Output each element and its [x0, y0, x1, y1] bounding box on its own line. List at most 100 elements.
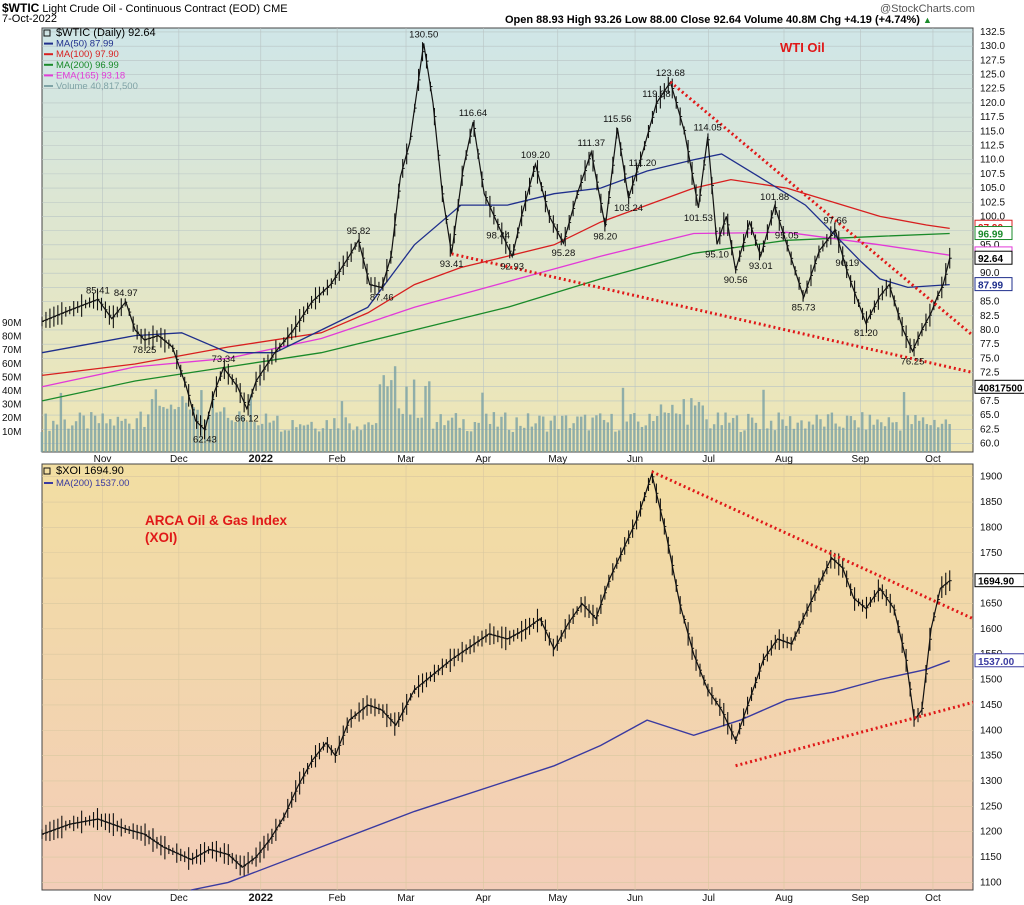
volume-bar: [188, 409, 192, 452]
top-y-tick-label: 77.5: [980, 339, 1000, 350]
volume-bar: [640, 426, 644, 452]
volume-bar: [431, 428, 435, 452]
bottom-x-tick-label: Jul: [702, 893, 715, 904]
wtic-price-label: 116.64: [459, 108, 487, 119]
wtic-price-line: [41, 43, 951, 431]
volume-bar: [940, 423, 944, 452]
volume-bar: [804, 428, 807, 452]
volume-bar: [90, 412, 93, 452]
volume-bar: [709, 428, 712, 452]
volume-bar: [128, 423, 131, 452]
top-y-tick-label: 75.0: [980, 353, 1000, 364]
volume-bar: [576, 416, 579, 452]
volume-bar: [74, 421, 78, 452]
volume-bar: [655, 416, 659, 452]
volume-bar: [861, 412, 864, 452]
volume-bar: [291, 420, 294, 452]
ohlc-values: Open 88.93 High 93.26 Low 88.00 Close 92…: [505, 14, 920, 26]
bottom-x-tick-label: Jun: [627, 893, 643, 904]
volume-bar: [678, 414, 682, 452]
volume-bar: [743, 430, 746, 452]
volume-bar: [652, 421, 655, 452]
volume-bar: [287, 430, 290, 452]
xoi-price-line: [41, 471, 951, 868]
volume-bar: [807, 421, 811, 452]
volume-bar: [716, 412, 720, 452]
volume-bar: [731, 417, 735, 452]
wtic-price-label: 119.98: [642, 89, 670, 100]
volume-bar: [116, 416, 120, 452]
bottom-value-tag-box: [974, 573, 1024, 588]
volume-bar: [469, 431, 473, 452]
volume-axis-label: 60M: [2, 359, 21, 370]
volume-bar: [747, 413, 750, 452]
bottom-x-tick-label: Oct: [925, 893, 941, 904]
exchange: CME: [263, 3, 288, 15]
volume-bar: [268, 422, 271, 452]
wtic-price-label: 81.20: [854, 328, 878, 339]
bottom-legend-item: $XOI 1694.90: [56, 465, 124, 477]
top-y-tick-label: 95.0: [980, 240, 1000, 251]
volume-bar: [143, 426, 146, 452]
volume-bar: [211, 395, 215, 452]
volume-bar: [93, 415, 97, 452]
volume-bar: [371, 424, 374, 452]
volume-bar: [473, 422, 477, 452]
volume-bar: [355, 426, 359, 452]
volume-bar: [397, 408, 401, 452]
top-y-tick-label: 125.0: [980, 70, 1005, 81]
instrument-name: Light Crude Oil - Continuous Contract (E…: [42, 3, 261, 15]
volume-bar: [902, 392, 906, 452]
volume-bar: [864, 429, 868, 452]
xoi-annotation: (XOI): [145, 530, 177, 545]
volume-bar: [872, 424, 875, 452]
top-y-tick-label: 120.0: [980, 98, 1005, 109]
volume-bar: [561, 415, 564, 452]
volume-bar: [359, 430, 363, 452]
xoi-trendline: [735, 700, 974, 768]
volume-bar: [412, 379, 416, 452]
bottom-x-tick-label: Nov: [94, 893, 112, 904]
volume-bar: [340, 401, 344, 452]
volume-bar: [44, 413, 47, 452]
watermark: @StockCharts.com: [880, 3, 975, 15]
wtic-price-label: 109.20: [521, 150, 550, 161]
volume-bar: [663, 412, 666, 452]
volume-bar: [785, 425, 788, 452]
volume-bar: [219, 411, 222, 452]
volume-bar: [450, 417, 454, 452]
volume-bar: [773, 430, 777, 452]
volume-bar: [109, 419, 112, 452]
top-x-tick-label: 2022: [249, 453, 273, 465]
wtic-price-label: 130.50: [409, 29, 438, 40]
volume-bar: [701, 405, 704, 452]
volume-bar: [86, 428, 89, 452]
volume-bar: [166, 408, 169, 452]
volume-bar: [55, 424, 59, 452]
volume-bar: [378, 384, 382, 452]
bottom-y-tick-label: 1200: [980, 827, 1003, 838]
volume-bar: [112, 425, 116, 452]
legend-swatch: [43, 29, 51, 37]
volume-bar: [519, 425, 522, 452]
volume-bar: [944, 419, 948, 452]
volume-bar: [800, 420, 803, 452]
volume-bar: [534, 423, 537, 452]
top-x-tick-label: Jun: [627, 454, 643, 465]
volume-bar: [424, 385, 427, 452]
volume-bar: [196, 409, 199, 452]
volume-bar: [40, 432, 44, 452]
top-legend-item: $WTIC (Daily) 92.64: [56, 27, 156, 39]
xoi-ma200-line: [190, 660, 950, 891]
volume-bar: [393, 366, 397, 452]
volume-bar: [185, 402, 188, 452]
symbol: $WTIC: [2, 1, 40, 15]
volume-bar: [659, 404, 663, 452]
volume-bar: [283, 430, 287, 452]
volume-bar: [739, 431, 742, 452]
volume-bar: [298, 424, 302, 452]
volume-bar: [781, 419, 784, 452]
wtic-price-label: 98.20: [593, 232, 617, 243]
volume-bar: [788, 416, 792, 452]
volume-bar: [697, 401, 701, 452]
